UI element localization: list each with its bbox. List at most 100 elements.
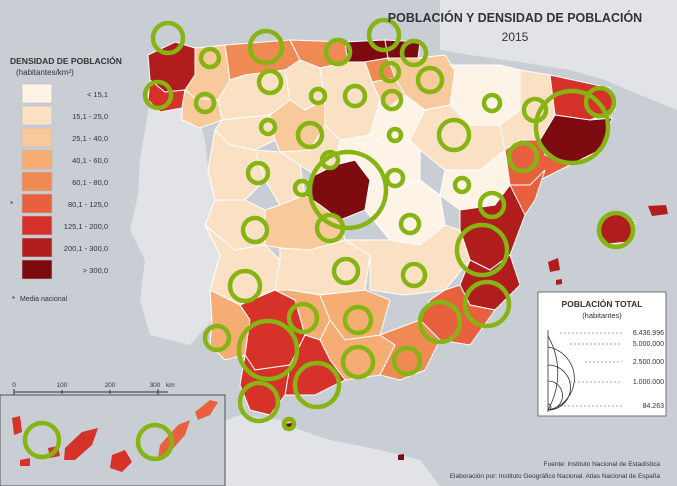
pop-circle-soria <box>386 126 404 144</box>
density-national-average-marker: * <box>10 200 13 209</box>
pop-circle-tarragona <box>506 140 540 174</box>
city-melilla <box>398 454 404 460</box>
pop-circle-zamora <box>258 117 278 137</box>
pop-circle-malaga <box>292 360 342 410</box>
pop-circle-leon <box>256 68 284 96</box>
source-text: Fuente: Instituto Nacional de Estadístic… <box>544 461 661 468</box>
pop-circle-jaen <box>342 304 374 336</box>
population-legend-unit: (habitantes) <box>582 311 622 320</box>
density-label-6: 80,1 - 125,0 <box>68 200 108 209</box>
density-legend-unit: (habitantes/km²) <box>16 68 74 77</box>
map-year: 2015 <box>502 30 529 44</box>
density-swatch-2 <box>21 105 53 126</box>
canary-island-tenerife <box>64 428 98 460</box>
pop-circle-a-coruna <box>150 20 186 56</box>
pop-circle-navarra <box>415 65 445 95</box>
pop-circle-guipuzcoa <box>399 38 429 68</box>
population-value-3: 2.500.000 <box>633 359 664 366</box>
population-value-2: 5.000.000 <box>633 341 664 348</box>
density-swatch-6 <box>21 193 53 214</box>
pop-circle-alava <box>378 60 402 84</box>
island-ibiza <box>548 258 560 272</box>
density-label-3: 25,1 - 40,0 <box>72 134 108 143</box>
pop-circle-la-rioja <box>380 88 404 112</box>
canary-island-lanzarote <box>195 400 218 420</box>
pop-circle-lugo <box>198 46 222 70</box>
density-swatch-5 <box>21 171 53 192</box>
pop-circle-teruel <box>452 175 472 195</box>
pop-circle-cordoba <box>286 301 320 335</box>
density-swatch-1 <box>21 83 53 104</box>
density-label-2: 15,1 - 25,0 <box>72 112 108 121</box>
pop-circle-granada <box>340 344 376 380</box>
pop-circle-vizcaya <box>366 17 402 53</box>
morocco-land <box>200 415 440 486</box>
canary-inset-frame <box>0 394 226 486</box>
pop-circle-baleares <box>596 210 636 250</box>
population-value-4: 1.000.000 <box>633 379 664 386</box>
density-label-4: 40,1 - 60,0 <box>72 156 108 165</box>
density-swatch-9 <box>21 259 53 280</box>
pop-circle-castellon <box>477 190 507 220</box>
canary-island-gran-canaria <box>110 450 132 472</box>
density-label-9: > 300,0 <box>83 266 108 275</box>
pop-circle-madrid <box>307 149 389 231</box>
pop-circle-albacete <box>400 261 428 289</box>
pop-circle-salamanca <box>245 160 271 186</box>
population-value-1: 6.436.996 <box>633 330 664 337</box>
pop-circle-las-palmas <box>135 422 175 462</box>
pop-circle-burgos <box>342 83 368 109</box>
pop-circle-zaragoza <box>436 117 472 153</box>
density-swatch-4 <box>21 149 53 170</box>
map-title: POBLACIÓN Y DENSIDAD DE POBLACIÓN <box>388 10 642 25</box>
pop-circle-girona <box>583 85 617 119</box>
density-legend: DENSIDAD DE POBLACIÓN (habitantes/km²) <… <box>10 55 122 304</box>
pop-circle-ceuta <box>281 416 297 432</box>
population-legend: POBLACIÓN TOTAL (habitantes) 6.436.996 5… <box>537 291 667 417</box>
pop-circle-tenerife <box>22 420 62 460</box>
pop-circle-valladolid <box>295 120 325 150</box>
credits-text: Elaboración por: Instituto Geográfico Na… <box>450 473 661 480</box>
density-swatch-7 <box>21 215 53 236</box>
pop-circle-cuenca <box>398 212 422 236</box>
pop-circle-murcia <box>417 299 463 345</box>
population-value-5: 84.263 <box>643 403 665 410</box>
pop-circle-badajoz <box>227 268 263 304</box>
pop-circle-valencia <box>454 222 510 278</box>
scale-tick-100: 100 <box>57 382 68 389</box>
population-circles <box>22 17 636 462</box>
density-legend-note-marker: * <box>12 295 15 304</box>
density-label-1: < 15,1 <box>87 90 108 99</box>
canary-island-palma <box>12 416 22 435</box>
pop-circle-asturias <box>247 28 285 66</box>
pop-circle-toledo <box>314 212 346 244</box>
pop-circle-almeria <box>391 345 423 377</box>
pop-circle-ciudad-real <box>331 256 361 286</box>
density-legend-note: Media nacional <box>20 296 68 303</box>
scale-tick-300: 300 <box>150 382 161 389</box>
density-swatch-8 <box>21 237 53 258</box>
island-menorca <box>648 205 668 216</box>
population-legend-title: POBLACIÓN TOTAL <box>562 298 643 309</box>
pop-circle-sevilla <box>236 318 300 382</box>
scale-unit: km <box>166 382 175 389</box>
scale-tick-0: 0 <box>12 382 16 389</box>
portugal-land <box>130 96 220 345</box>
pop-circle-barcelona <box>533 88 611 166</box>
density-label-8: 200,1 - 300,0 <box>64 244 108 253</box>
island-formentera <box>556 279 562 285</box>
pop-circle-huesca <box>481 92 503 114</box>
pop-circle-caceres <box>240 215 270 245</box>
pop-circle-pontevedra <box>142 79 174 111</box>
density-label-5: 60,1 - 80,0 <box>72 178 108 187</box>
scale-tick-200: 200 <box>105 382 116 389</box>
canary-island-hierro <box>20 458 30 466</box>
pop-circle-ourense <box>193 91 217 115</box>
pop-circle-cantabria <box>323 37 353 67</box>
pop-circle-cadiz <box>237 380 281 424</box>
province-castellon <box>509 169 546 216</box>
pop-circle-guadalajara <box>384 167 406 189</box>
density-label-7: 125,1 - 200,0 <box>64 222 108 231</box>
scale-bar: 0 100 200 300 km <box>12 382 175 395</box>
density-swatch-3 <box>21 127 53 148</box>
